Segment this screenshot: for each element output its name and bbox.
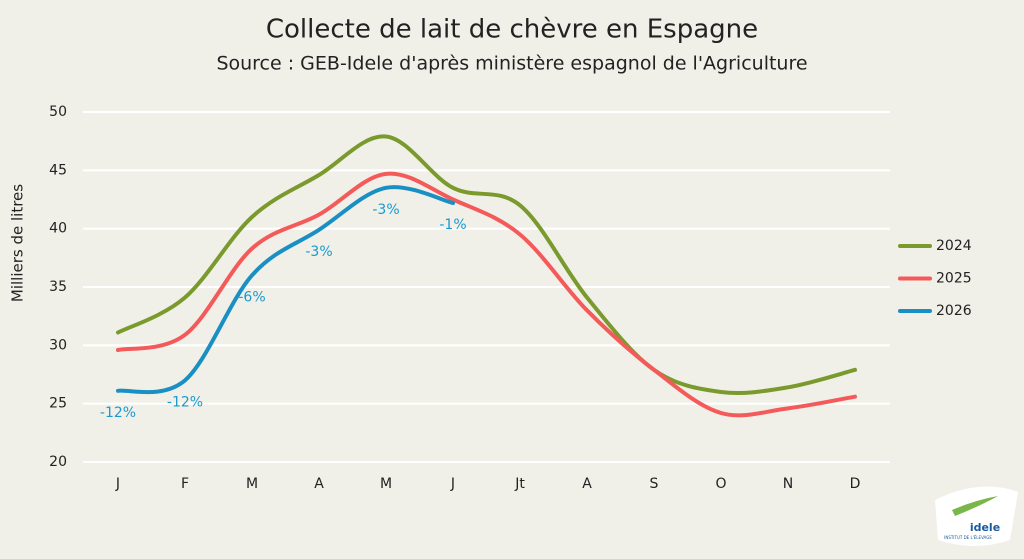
legend-label: 2026 [936, 303, 972, 319]
x-tick-label: J [450, 476, 455, 492]
change-label: -1% [439, 217, 466, 233]
change-label: -12% [167, 394, 203, 410]
chart-title: Collecte de lait de chèvre en Espagne [266, 15, 758, 45]
change-label: -3% [305, 244, 332, 260]
x-tick-label: A [314, 476, 324, 492]
x-tick-label: N [783, 476, 793, 492]
x-tick-label: J [115, 476, 120, 492]
x-tick-label: Jt [514, 476, 525, 492]
legend-label: 2024 [936, 238, 972, 254]
y-tick-label: 30 [49, 337, 67, 353]
logo-badge [935, 486, 1018, 546]
x-tick-label: M [246, 476, 258, 492]
y-axis-label: Milliers de litres [9, 184, 27, 302]
series-line [116, 185, 455, 395]
series-line [116, 134, 857, 396]
y-tick-label: 45 [49, 162, 67, 178]
change-label: -3% [372, 202, 399, 218]
y-tick-label: 25 [49, 396, 67, 412]
series-line [116, 171, 857, 418]
change-label: -12% [100, 405, 136, 421]
logo-leaf [952, 496, 998, 516]
logo: idele INSTITUT DE L'ÉLEVAGE [935, 486, 1018, 546]
x-tick-label: O [715, 476, 726, 492]
logo-caption: INSTITUT DE L'ÉLEVAGE [944, 535, 992, 540]
x-tick-label: F [181, 476, 189, 492]
x-tick-label: A [582, 476, 592, 492]
y-tick-label: 20 [49, 454, 67, 470]
legend-label: 2025 [936, 271, 972, 287]
x-tick-label: S [650, 476, 659, 492]
x-tick-label: M [380, 476, 392, 492]
y-tick-label: 50 [49, 104, 67, 120]
y-tick-label: 40 [49, 221, 67, 237]
x-tick-label: D [850, 476, 861, 492]
y-tick-label: 35 [49, 279, 67, 295]
change-label: -6% [238, 289, 265, 305]
chart-subtitle: Source : GEB-Idele d'après ministère esp… [216, 53, 807, 75]
logo-text: idele [970, 521, 1000, 534]
